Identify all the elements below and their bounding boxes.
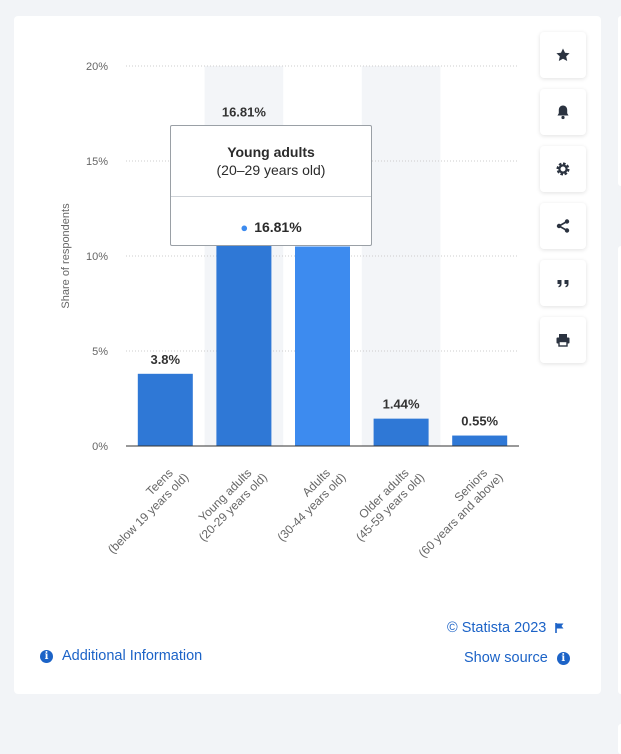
tooltip-value: 16.81% [254, 219, 302, 235]
additional-info-text: Additional Information [62, 648, 203, 664]
category-band [361, 66, 441, 446]
data-label: 16.81% [222, 105, 267, 120]
x-tick-label: Teens(below 19 years old) [95, 460, 191, 556]
print-icon [556, 334, 570, 347]
data-label: 1.44% [383, 397, 420, 412]
info-icon: i [556, 651, 570, 665]
tooltip-body: ● 16.81% [171, 197, 371, 235]
flag-icon [555, 623, 564, 633]
show-source-text: Show source [464, 650, 548, 666]
bell-icon [557, 105, 569, 120]
y-tick-label: 15% [86, 156, 108, 168]
show-source-link[interactable]: Show source i [464, 650, 570, 666]
favorite-button[interactable] [540, 32, 586, 78]
bar-tooltip: Young adults (20–29 years old) ● 16.81% [170, 125, 372, 246]
additional-info-link[interactable]: i Additional Information [40, 648, 202, 664]
settings-button[interactable] [540, 146, 586, 192]
data-label: 3.8% [150, 352, 180, 367]
info-icon: i [40, 649, 53, 663]
print-button[interactable] [540, 317, 586, 363]
share-button[interactable] [540, 203, 586, 249]
tooltip-header: Young adults (20–29 years old) [171, 126, 371, 197]
y-tick-label: 10% [86, 251, 108, 263]
neighbor-panel-edge [618, 16, 621, 186]
y-tick-label: 5% [92, 346, 108, 358]
bar [373, 418, 429, 446]
x-tick-label: Older adults(45-59 years old) [343, 460, 427, 544]
tooltip-subtitle: (20–29 years old) [216, 162, 326, 178]
bar [295, 246, 350, 446]
y-axis-title: Share of respondents [60, 203, 72, 309]
chart-toolbar [540, 32, 588, 374]
copyright-link[interactable]: © Statista 2023 [447, 620, 566, 636]
x-tick-label: Adults(30-44 years old) [265, 460, 349, 544]
neighbor-panel-edge [618, 724, 621, 754]
gear-icon [556, 162, 570, 176]
copyright-text: © Statista 2023 [447, 620, 547, 636]
x-tick-label: Young adults(20-29 years old) [186, 460, 270, 544]
y-tick-label: 20% [86, 61, 108, 73]
series-dot-icon: ● [240, 220, 249, 235]
bar [452, 435, 508, 446]
share-icon [556, 219, 570, 233]
y-tick-label: 0% [92, 441, 108, 453]
notification-button[interactable] [540, 89, 586, 135]
quote-icon [557, 280, 569, 288]
star-icon [556, 48, 570, 61]
bar [137, 373, 193, 446]
cite-button[interactable] [540, 260, 586, 306]
data-label: 0.55% [461, 414, 498, 429]
neighbor-panel-edge [618, 246, 621, 694]
tooltip-title: Young adults [227, 144, 315, 160]
